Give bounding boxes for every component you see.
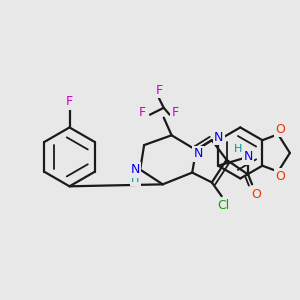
Text: O: O	[275, 123, 285, 136]
Text: F: F	[139, 106, 146, 119]
Text: H: H	[131, 174, 140, 184]
Text: N: N	[194, 147, 203, 161]
Text: N: N	[130, 163, 140, 176]
Text: Cl: Cl	[218, 200, 230, 212]
Text: N: N	[214, 131, 224, 144]
Text: H: H	[234, 144, 242, 154]
Text: O: O	[275, 170, 285, 183]
Text: F: F	[172, 106, 179, 119]
Text: O: O	[251, 188, 261, 201]
Text: F: F	[155, 84, 162, 97]
Text: F: F	[66, 95, 73, 108]
Text: N: N	[244, 150, 253, 164]
